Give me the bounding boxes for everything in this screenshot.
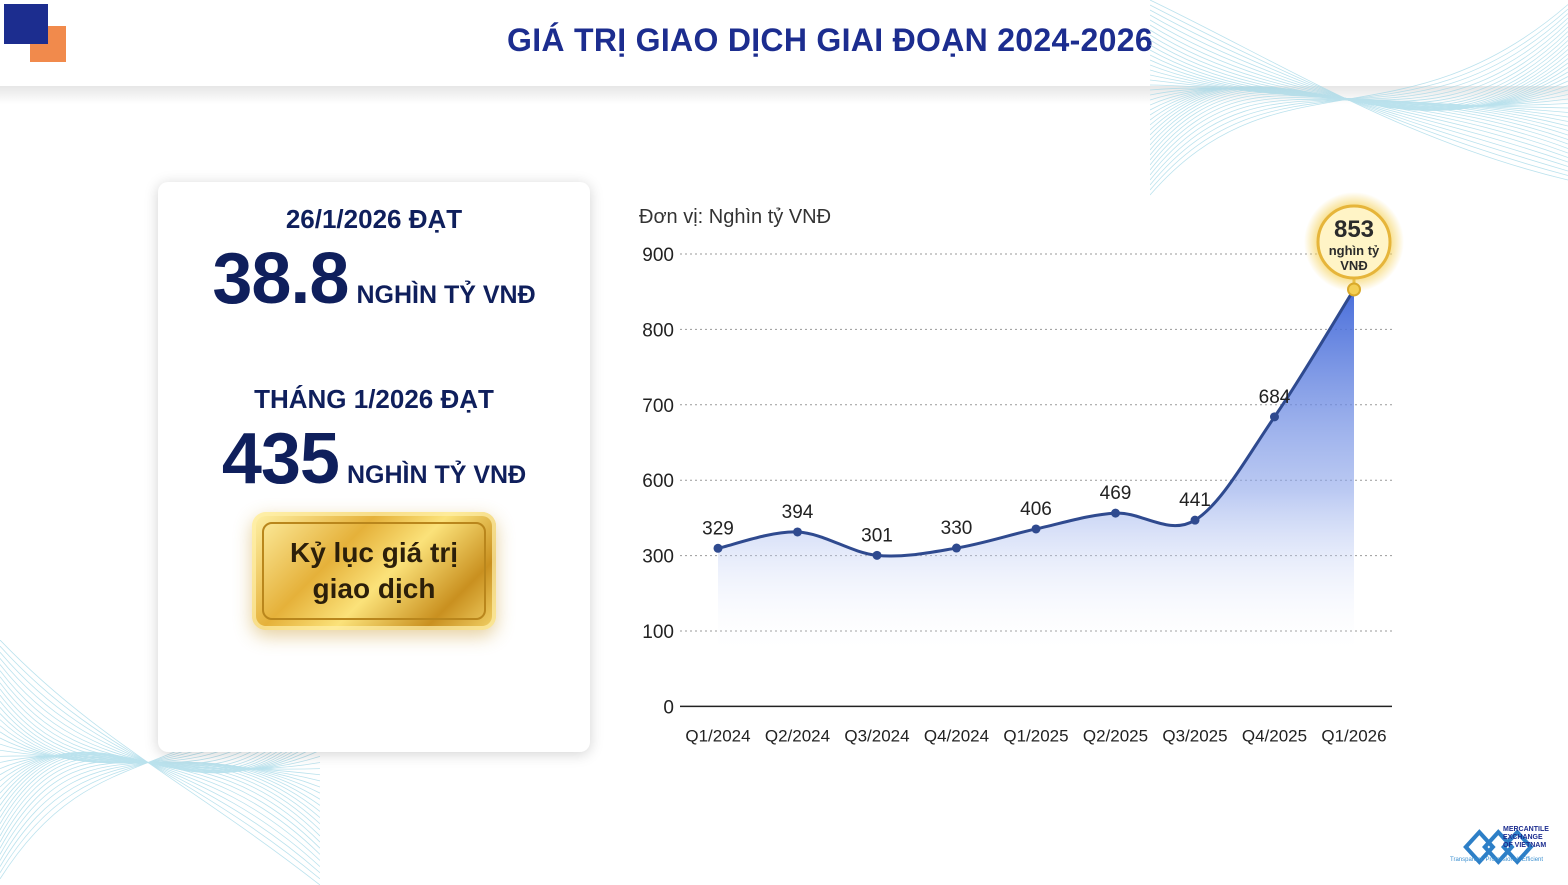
- x-tick-label: Q2/2024: [765, 726, 830, 745]
- highlight-point: [1347, 282, 1361, 297]
- y-tick-label: 100: [642, 622, 674, 643]
- org-line1: MERCANTILE: [1503, 826, 1549, 833]
- data-label: 329: [702, 518, 734, 539]
- highlight-unit-line1: nghìn tỷ: [1329, 243, 1380, 258]
- org-line2: EXCHANGE: [1503, 834, 1543, 841]
- wave-decoration-top-right: [1150, 0, 1568, 196]
- record-badge: Kỷ lục giá trị giao dịch: [252, 512, 496, 630]
- data-label: 469: [1100, 483, 1132, 504]
- chart-series-line: [717, 288, 1356, 558]
- chart-unit-label: Đơn vị: Nghìn tỷ VNĐ: [639, 206, 831, 228]
- page-title: GIÁ TRỊ GIAO DỊCH GIAI ĐOẠN 2024-2026: [507, 22, 1153, 58]
- record-badge-line2: giao dịch: [312, 573, 436, 604]
- chart-area-fill: [718, 289, 1354, 657]
- daily-stat-row: 38.8 NGHÌN TỶ VNĐ: [158, 238, 590, 320]
- y-tick-label: 900: [642, 245, 674, 266]
- mxv-logo-icon: [1463, 829, 1534, 865]
- data-label: 330: [941, 518, 973, 539]
- y-tick-label: 700: [642, 396, 674, 417]
- data-point: [952, 543, 961, 553]
- daily-stat-label: 26/1/2026 ĐẠT: [285, 204, 463, 234]
- record-badge-text: Kỷ lục giá trị giao dịch: [262, 522, 486, 620]
- data-point: [1111, 508, 1120, 518]
- monthly-stat-row: 435 NGHÌN TỶ VNĐ: [158, 418, 590, 500]
- y-tick-label: 600: [642, 471, 674, 492]
- monthly-stat-value: 435: [221, 419, 340, 499]
- data-label: 441: [1179, 490, 1211, 511]
- highlight-bubble: [1316, 204, 1392, 280]
- x-tick-label: Q2/2025: [1083, 726, 1148, 745]
- data-point: [1190, 515, 1200, 525]
- daily-stat-unit: NGHÌN TỶ VNĐ: [356, 281, 536, 309]
- header: [0, 0, 1568, 86]
- org-line3: OF VIETNAM: [1503, 842, 1547, 849]
- mxv-org-name: MERCANTILE EXCHANGE OF VIETNAM: [1503, 826, 1549, 850]
- highlight-value: 853: [1334, 216, 1374, 243]
- data-point: [872, 550, 882, 560]
- logo-blue-square: [4, 4, 48, 44]
- daily-stat-value: 38.8: [212, 239, 349, 319]
- data-point: [1031, 524, 1041, 534]
- data-point: [1270, 412, 1279, 422]
- mxv-slogan: Transparent. Professional. Efficient: [1450, 857, 1544, 863]
- x-tick-label: Q4/2024: [924, 726, 989, 745]
- wave-decoration-bottom-left: [0, 640, 320, 885]
- record-badge-line1: Kỷ lục giá trị: [289, 537, 459, 568]
- monthly-stat-label: THÁNG 1/2026 ĐẠT: [254, 384, 494, 414]
- highlight-unit-line2: VNĐ: [1340, 258, 1367, 273]
- data-label: 684: [1259, 387, 1291, 408]
- data-point: [713, 543, 723, 553]
- x-tick-label: Q1/2026: [1321, 726, 1386, 745]
- monthly-stat-unit: NGHÌN TỶ VNĐ: [346, 461, 527, 489]
- trade-value-chart: Đơn vị: Nghìn tỷ VNĐ 0 100 300 600 700 800 900…: [639, 192, 1404, 745]
- x-tick-label: Q1/2024: [685, 726, 750, 745]
- data-label: 394: [782, 502, 814, 523]
- x-tick-label: Q1/2025: [1003, 726, 1068, 745]
- x-tick-label: Q3/2024: [844, 726, 909, 745]
- x-tick-label: Q4/2025: [1242, 726, 1307, 745]
- stats-card: 26/1/2026 ĐẠT 38.8 NGHÌN TỶ VNĐ THÁNG 1/2…: [158, 182, 590, 752]
- data-label: 301: [861, 525, 893, 546]
- y-tick-label: 800: [642, 320, 674, 341]
- data-label: 406: [1020, 499, 1052, 520]
- y-tick-label: 0: [663, 697, 674, 718]
- y-tick-label: 300: [642, 547, 674, 568]
- data-point: [793, 527, 802, 537]
- header-shadow: [0, 86, 1568, 104]
- x-tick-label: Q3/2025: [1162, 726, 1227, 745]
